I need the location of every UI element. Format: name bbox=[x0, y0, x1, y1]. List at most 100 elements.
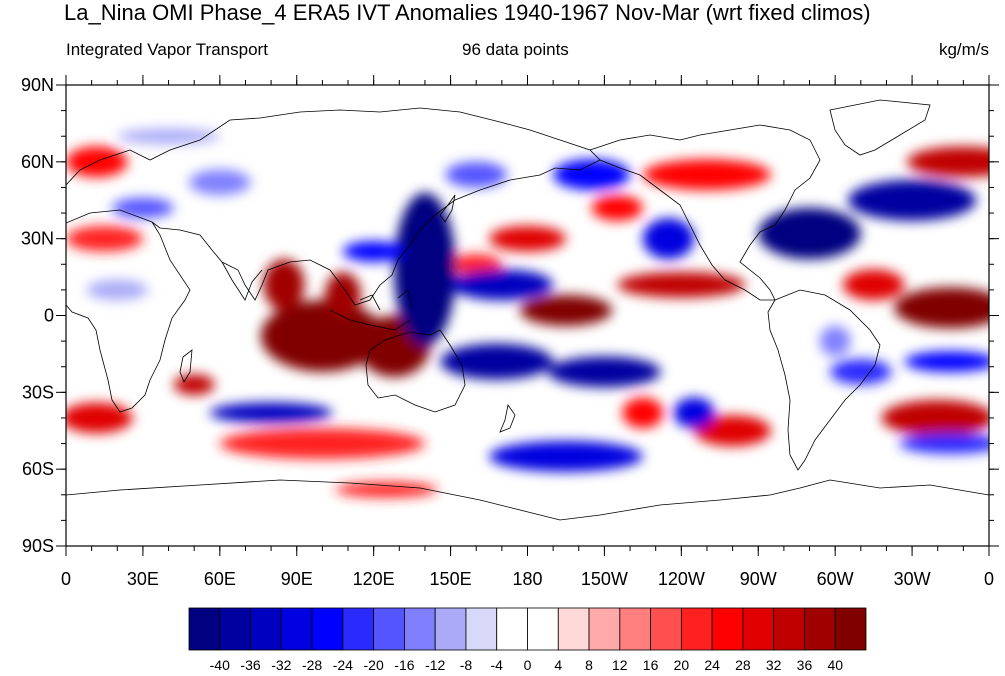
madagascar-coastline bbox=[179, 349, 193, 383]
colorbar-label: -8 bbox=[460, 657, 473, 673]
colorbar-label: -36 bbox=[240, 657, 260, 673]
anomaly-region-0 bbox=[260, 300, 384, 372]
lat-tick-label: 90S bbox=[22, 536, 54, 556]
colorbar-box bbox=[188, 607, 221, 651]
lat-tick-label: 60S bbox=[22, 459, 54, 479]
australia-coastline bbox=[365, 329, 466, 413]
anomaly-region-7 bbox=[842, 269, 905, 301]
anomaly-region-18 bbox=[881, 400, 989, 436]
anomaly-region-17 bbox=[694, 415, 772, 447]
colorbar-box bbox=[342, 607, 375, 651]
eurasia-coastline bbox=[66, 107, 601, 306]
anomaly-region-24 bbox=[440, 343, 554, 380]
colorbar-label: 12 bbox=[612, 657, 628, 673]
colorbar-box bbox=[280, 607, 313, 651]
coastlines bbox=[66, 99, 989, 521]
anomaly-region-40 bbox=[819, 325, 851, 357]
lon-tick-label: 150E bbox=[430, 569, 472, 589]
colorbar-box bbox=[619, 607, 651, 651]
colorbar-label: 0 bbox=[524, 657, 532, 673]
anomaly-region-36 bbox=[899, 433, 989, 454]
colorbar-box bbox=[680, 607, 713, 651]
colorbar-label: 24 bbox=[704, 657, 720, 673]
lon-tick-label: 0 bbox=[984, 569, 994, 589]
lon-tick-label: 120E bbox=[353, 569, 395, 589]
anomaly-region-30 bbox=[342, 241, 405, 262]
anomaly-region-16 bbox=[219, 428, 425, 459]
anomaly-region-34 bbox=[830, 359, 892, 385]
colorbar-label: 16 bbox=[643, 657, 659, 673]
colorbar-box bbox=[311, 607, 344, 651]
colorbar-box bbox=[834, 607, 867, 651]
anomaly-region-6 bbox=[894, 287, 989, 329]
colorbar-label: -32 bbox=[271, 657, 291, 673]
colorbar-box bbox=[496, 607, 528, 651]
lon-tick-label: 90W bbox=[740, 569, 777, 589]
anomaly-field bbox=[66, 128, 989, 498]
anomaly-region-5 bbox=[617, 271, 746, 298]
anomaly-region-25 bbox=[548, 356, 661, 388]
antarctica-coastline bbox=[66, 479, 989, 521]
lat-tick-label: 0 bbox=[44, 306, 54, 326]
lon-tick-label: 90E bbox=[281, 569, 313, 589]
anomaly-region-33 bbox=[673, 397, 715, 429]
colorbar-label: 32 bbox=[766, 657, 782, 673]
lat-tick-label: 90N bbox=[21, 75, 54, 95]
units-label: kg/m/s bbox=[938, 40, 989, 59]
anomaly-region-39 bbox=[117, 128, 220, 144]
lat-tick-label: 30N bbox=[21, 229, 54, 249]
lon-tick-label: 30E bbox=[127, 569, 159, 589]
colorbar-box bbox=[804, 607, 836, 651]
colorbar-box bbox=[465, 607, 498, 651]
map-axes: 90N 60N 30N 0 30S 60S 90S 0 30E 60E 90E 120E 150E 180… bbox=[21, 75, 999, 589]
colorbar-label: -16 bbox=[394, 657, 414, 673]
anomaly-region-32 bbox=[489, 440, 643, 472]
colorbar-box bbox=[250, 607, 282, 651]
anomaly-region-31 bbox=[209, 402, 333, 424]
colorbar: -40 -36 -32 -28 -24 -20 -16 -12 -8 -4 0 4 8 12 16 20 24 2… bbox=[188, 607, 867, 673]
colorbar-box bbox=[434, 607, 467, 651]
anomaly-region-42 bbox=[445, 161, 507, 188]
anomaly-region-21 bbox=[450, 254, 502, 275]
lon-tick-label: 180 bbox=[512, 569, 542, 589]
colorbar-label: -4 bbox=[491, 657, 504, 673]
lon-tick-label: 120W bbox=[658, 569, 705, 589]
colorbar-box bbox=[773, 607, 805, 651]
anomaly-region-22 bbox=[394, 192, 456, 347]
colorbar-label: -12 bbox=[425, 657, 445, 673]
colorbar-box bbox=[588, 607, 621, 651]
anomaly-region-14 bbox=[66, 402, 133, 434]
colorbar-label: 8 bbox=[585, 657, 593, 673]
colorbar-label: 28 bbox=[735, 657, 751, 673]
anomaly-region-35 bbox=[904, 351, 989, 372]
anomaly-region-19 bbox=[335, 481, 438, 498]
chart-title: La_Nina OMI Phase_4 ERA5 IVT Anomalies 1… bbox=[64, 0, 871, 25]
anomaly-region-23 bbox=[450, 269, 554, 301]
anomaly-region-12 bbox=[489, 225, 566, 252]
lon-tick-label: 30W bbox=[894, 569, 931, 589]
colorbar-label: 40 bbox=[827, 657, 843, 673]
anomaly-region-2 bbox=[263, 259, 305, 311]
colorbar-label: -28 bbox=[302, 657, 322, 673]
lat-tick-label: 60N bbox=[21, 152, 54, 172]
anomaly-region-37 bbox=[112, 197, 174, 219]
anomaly-region-3 bbox=[324, 271, 361, 319]
colorbar-box bbox=[742, 607, 775, 651]
colorbar-box bbox=[373, 607, 405, 651]
colorbar-box bbox=[650, 607, 682, 651]
anomaly-region-29 bbox=[642, 218, 695, 260]
anomaly-region-20 bbox=[622, 397, 664, 429]
lat-tick-label: 30S bbox=[22, 382, 54, 402]
south-america-coastline bbox=[767, 289, 881, 471]
lon-tick-label: 60W bbox=[817, 569, 854, 589]
anomaly-region-4 bbox=[519, 295, 613, 326]
colorbar-label: -40 bbox=[210, 657, 230, 673]
colorbar-box bbox=[404, 607, 436, 651]
colorbar-label: 4 bbox=[554, 657, 562, 673]
colorbar-label: 36 bbox=[797, 657, 813, 673]
colorbar-box bbox=[711, 607, 744, 651]
anomaly-region-9 bbox=[642, 159, 772, 191]
data-points-label: 96 data points bbox=[462, 40, 569, 59]
anomaly-region-26 bbox=[758, 207, 861, 260]
